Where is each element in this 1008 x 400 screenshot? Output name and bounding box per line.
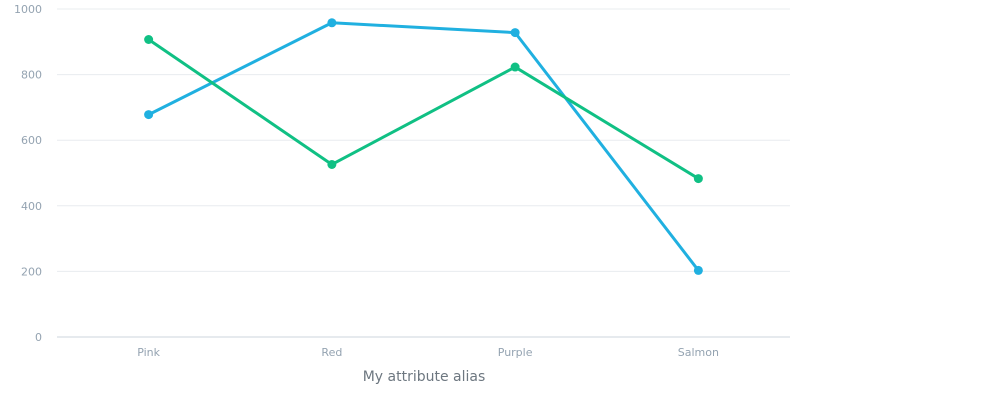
y-tick-label: 1000	[14, 3, 42, 16]
series-line-2	[147, 38, 700, 181]
y-tick-label: 200	[21, 265, 42, 278]
data-point[interactable]	[144, 110, 154, 120]
data-point[interactable]	[693, 174, 703, 184]
y-tick-label: 800	[21, 69, 42, 82]
data-point[interactable]	[327, 159, 337, 169]
x-tick-label: Pink	[137, 346, 160, 359]
y-tick-label: 400	[21, 200, 42, 213]
data-point[interactable]	[510, 28, 520, 38]
x-axis-title: My attribute alias	[363, 369, 486, 385]
data-point[interactable]	[510, 62, 520, 72]
y-axis: 0 200 400 600 800 1000	[14, 3, 42, 344]
data-point[interactable]	[693, 265, 703, 275]
x-tick-label: Purple	[498, 346, 533, 359]
y-tick-label: 0	[35, 331, 42, 344]
y-tick-label: 600	[21, 134, 42, 147]
x-tick-label: Salmon	[678, 346, 719, 359]
data-point[interactable]	[144, 35, 154, 45]
series-lines	[147, 21, 700, 272]
x-axis: Pink Red Purple Salmon	[57, 336, 790, 359]
series-line-1	[147, 21, 700, 272]
series-points	[144, 18, 703, 275]
x-tick-label: Red	[321, 346, 342, 359]
gridlines	[57, 8, 790, 272]
data-point[interactable]	[327, 18, 337, 28]
